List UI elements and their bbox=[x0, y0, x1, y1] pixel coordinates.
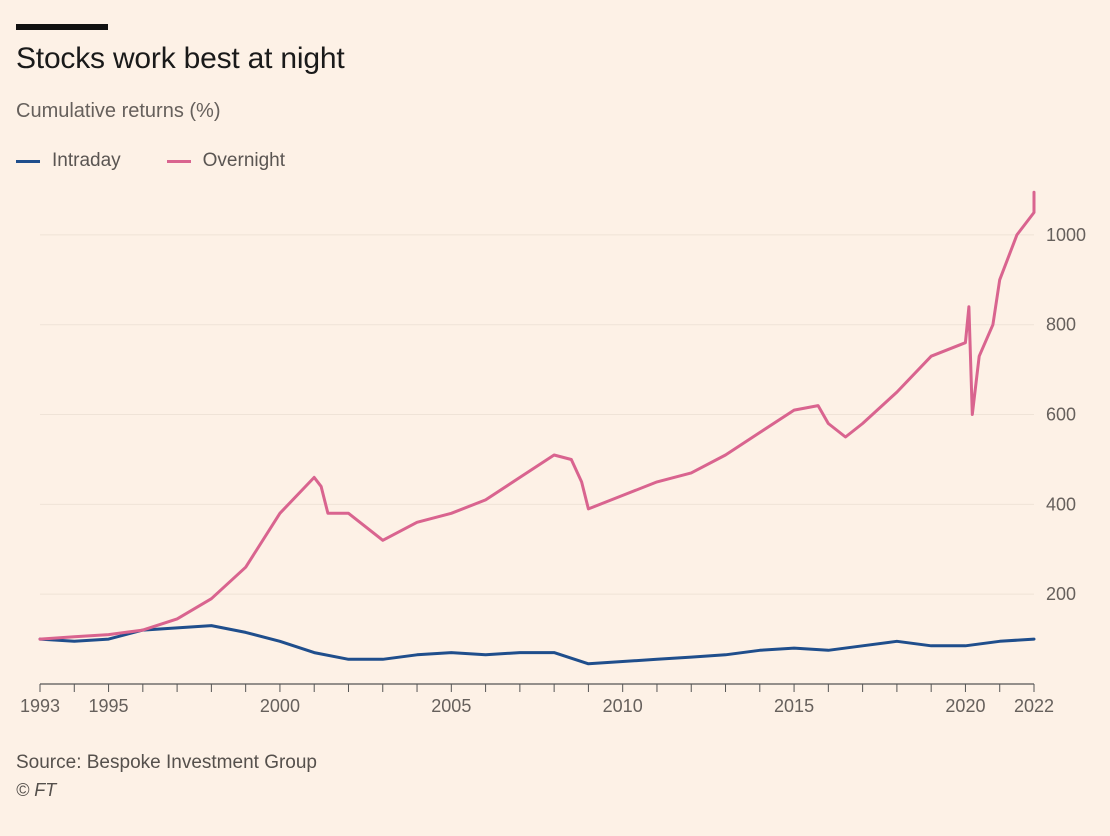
copyright-note: © FT bbox=[16, 780, 57, 800]
ft-top-bar bbox=[16, 24, 108, 30]
series-line-overnight bbox=[38, 190, 1036, 641]
legend-swatch-overnight bbox=[166, 159, 191, 163]
x-tick-label-1995: 1995 bbox=[89, 696, 129, 716]
y-tick-label-600: 600 bbox=[1046, 405, 1076, 425]
x-tick-label-2000: 2000 bbox=[260, 696, 300, 716]
chart-subtitle: Cumulative returns (%) bbox=[16, 100, 221, 122]
y-tick-label-800: 800 bbox=[1046, 315, 1076, 335]
x-tick-label-2022: 2022 bbox=[1014, 696, 1054, 716]
x-tick-label-2010: 2010 bbox=[603, 696, 643, 716]
legend-swatch-intraday bbox=[16, 159, 40, 163]
x-tick-label-1993: 1993 bbox=[20, 696, 60, 716]
y-tick-label-1000: 1000 bbox=[1046, 225, 1086, 245]
chart-title: Stocks work best at night bbox=[16, 42, 345, 75]
x-tick-label-2005: 2005 bbox=[431, 696, 471, 716]
y-tick-label-200: 200 bbox=[1046, 584, 1076, 604]
source-note: Source: Bespoke Investment Group bbox=[16, 752, 317, 773]
legend: Intraday Overnight bbox=[16, 150, 285, 172]
y-tick-label-400: 400 bbox=[1046, 494, 1076, 514]
series-line-intraday bbox=[38, 624, 1036, 666]
legend-item-intraday: Intraday bbox=[16, 150, 121, 172]
x-tick-label-2020: 2020 bbox=[945, 696, 985, 716]
legend-label-overnight: Overnight bbox=[202, 150, 286, 171]
legend-item-overnight: Overnight bbox=[166, 150, 286, 172]
x-tick-label-2015: 2015 bbox=[774, 696, 814, 716]
legend-label-intraday: Intraday bbox=[52, 150, 121, 171]
